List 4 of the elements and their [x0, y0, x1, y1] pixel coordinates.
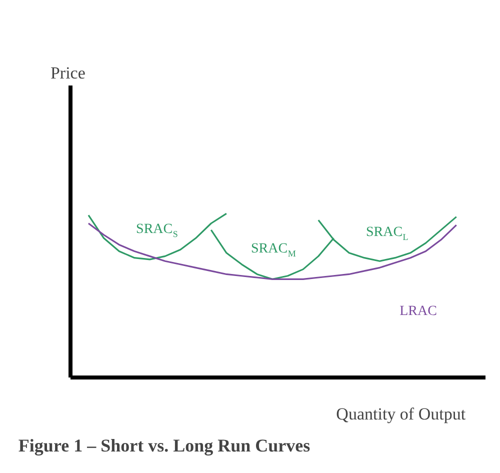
text: Figure 1 – Short vs. Long Run Curves: [18, 436, 310, 456]
text: LRAC: [400, 304, 437, 319]
text: Price: [50, 63, 86, 82]
x-axis-title: Quantity of Output: [336, 404, 466, 424]
